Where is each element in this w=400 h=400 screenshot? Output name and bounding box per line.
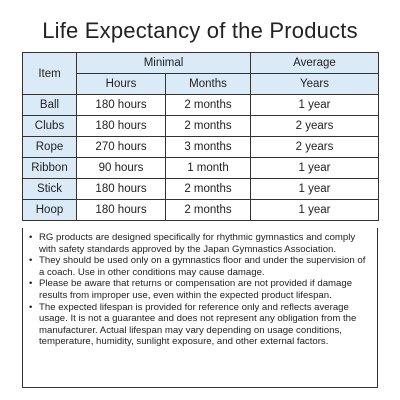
item-cell: Hoop xyxy=(22,199,77,221)
value-cell: 270 hours xyxy=(76,136,166,158)
note: • They should be used only on a gymnastic… xyxy=(29,255,369,278)
title: Life Expectancy of the Products xyxy=(42,18,358,43)
table-row: Clubs 180 hours 2 months 2 years xyxy=(22,115,379,137)
value-cell: 2 years xyxy=(250,136,379,158)
note: • RG products are designed specifically f… xyxy=(29,232,369,255)
header-cell: Years xyxy=(250,73,379,95)
bullet: • xyxy=(29,301,33,313)
header-cell: Hours xyxy=(76,73,166,95)
note: • Please be aware that returns or compens… xyxy=(29,278,369,301)
table-body: Ball 180 hours 2 months 1 year Clubs 180 hour… xyxy=(22,94,379,221)
item-cell: Ball xyxy=(22,94,77,116)
notes: • RG products are designed specifically f… xyxy=(22,228,378,388)
lifespan-table: Item Minimal Average Hours Months Years … xyxy=(22,52,379,221)
item-cell: Clubs xyxy=(22,115,77,137)
note-text: Please be aware that returns or compensa… xyxy=(39,278,353,301)
bullet: • xyxy=(29,278,33,290)
bullet: • xyxy=(29,255,33,267)
value-cell: 180 hours xyxy=(76,115,166,137)
bullet: • xyxy=(29,232,33,243)
value-cell: 1 year xyxy=(250,94,379,116)
value-cell: 2 years xyxy=(250,115,379,137)
value-cell: 2 months xyxy=(165,199,251,221)
value-cell: 90 hours xyxy=(76,157,166,179)
value-cell: 180 hours xyxy=(76,199,166,221)
table-row: Stick 180 hours 2 months 1 year xyxy=(22,178,379,200)
header-cell: Average xyxy=(250,52,379,74)
value-cell: 1 year xyxy=(250,157,379,179)
value-cell: 1 year xyxy=(250,178,379,200)
value-cell: 1 month xyxy=(165,157,251,179)
value-cell: 2 months xyxy=(165,94,251,116)
note-text: RG products are designed specifically fo… xyxy=(39,232,356,255)
value-cell: 180 hours xyxy=(76,178,166,200)
value-cell: 1 year xyxy=(250,199,379,221)
value-cell: 2 months xyxy=(165,115,251,137)
value-cell: 3 months xyxy=(165,136,251,158)
note-text: The expected lifespan is provided for re… xyxy=(39,301,357,348)
item-cell: Ribbon xyxy=(22,157,77,179)
value-cell: 180 hours xyxy=(76,94,166,116)
note-text: They should be used only on a gymnastics… xyxy=(39,255,366,278)
header-cell: Item xyxy=(22,52,77,95)
table-row: Ribbon 90 hours 1 month 1 year xyxy=(22,157,379,179)
table-row: Hoop 180 hours 2 months 1 year xyxy=(22,199,379,221)
table-row: Ball 180 hours 2 months 1 year xyxy=(22,94,379,116)
table-row: Rope 270 hours 3 months 2 years xyxy=(22,136,379,158)
item-cell: Stick xyxy=(22,178,77,200)
header-cell: Minimal xyxy=(76,52,251,74)
value-cell: 2 months xyxy=(165,178,251,200)
item-cell: Rope xyxy=(22,136,77,158)
note: • The expected lifespan is provided for r… xyxy=(29,302,369,348)
header-cell: Months xyxy=(165,73,251,95)
